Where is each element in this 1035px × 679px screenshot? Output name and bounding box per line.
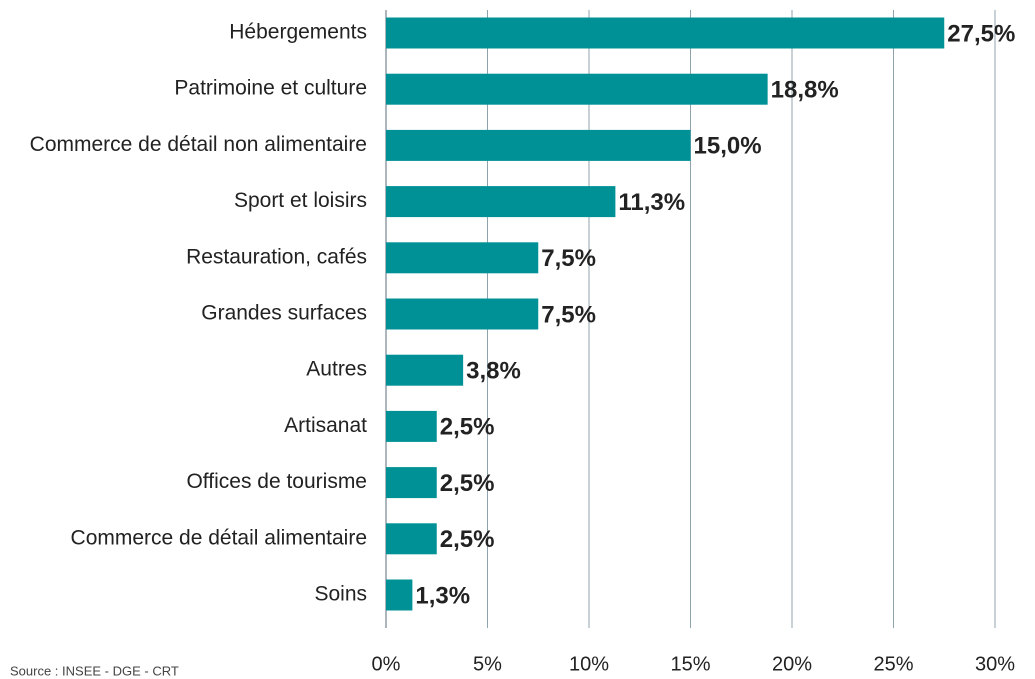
- value-label: 7,5%: [541, 301, 596, 328]
- x-tick-label: 15%: [670, 653, 710, 675]
- category-label: Artisanat: [284, 414, 367, 437]
- category-label: Hébergements: [229, 21, 367, 44]
- x-tick-label: 30%: [975, 653, 1015, 675]
- category-label: Offices de tourisme: [186, 470, 367, 493]
- bar: [386, 17, 945, 49]
- bar: [386, 242, 539, 274]
- bar: [386, 467, 437, 499]
- x-tick-label: 25%: [873, 653, 913, 675]
- category-label: Sport et loisirs: [234, 189, 367, 212]
- value-label: 2,5%: [440, 414, 495, 441]
- category-label: Soins: [314, 583, 367, 606]
- bar: [386, 579, 413, 611]
- value-label: 2,5%: [440, 470, 495, 497]
- x-tick-label: 5%: [473, 653, 502, 675]
- value-label: 1,3%: [415, 582, 470, 609]
- category-label: Commerce de détail non alimentaire: [30, 133, 367, 156]
- x-tick-label: 0%: [372, 653, 401, 675]
- x-tick-label: 10%: [569, 653, 609, 675]
- value-label: 2,5%: [440, 526, 495, 553]
- value-label: 15,0%: [694, 133, 762, 160]
- bar: [386, 129, 691, 161]
- category-label: Grandes surfaces: [201, 302, 367, 325]
- value-label: 7,5%: [541, 245, 596, 272]
- bar: [386, 298, 539, 330]
- x-tick-label: 20%: [772, 653, 812, 675]
- value-label: 11,3%: [618, 189, 685, 216]
- bar: [386, 73, 768, 105]
- value-label: 18,8%: [771, 77, 839, 104]
- bar: [386, 186, 616, 218]
- category-label: Commerce de détail alimentaire: [71, 526, 367, 549]
- category-label: Autres: [306, 358, 367, 381]
- source: Source : INSEE - DGE - CRT: [10, 663, 179, 678]
- bar: [386, 354, 464, 386]
- bar: [386, 523, 437, 555]
- category-label: Restauration, cafés: [186, 245, 367, 268]
- value-label: 3,8%: [466, 358, 521, 385]
- category-label: Patrimoine et culture: [174, 77, 367, 100]
- bar: [386, 410, 437, 442]
- value-label: 27,5%: [947, 20, 1015, 47]
